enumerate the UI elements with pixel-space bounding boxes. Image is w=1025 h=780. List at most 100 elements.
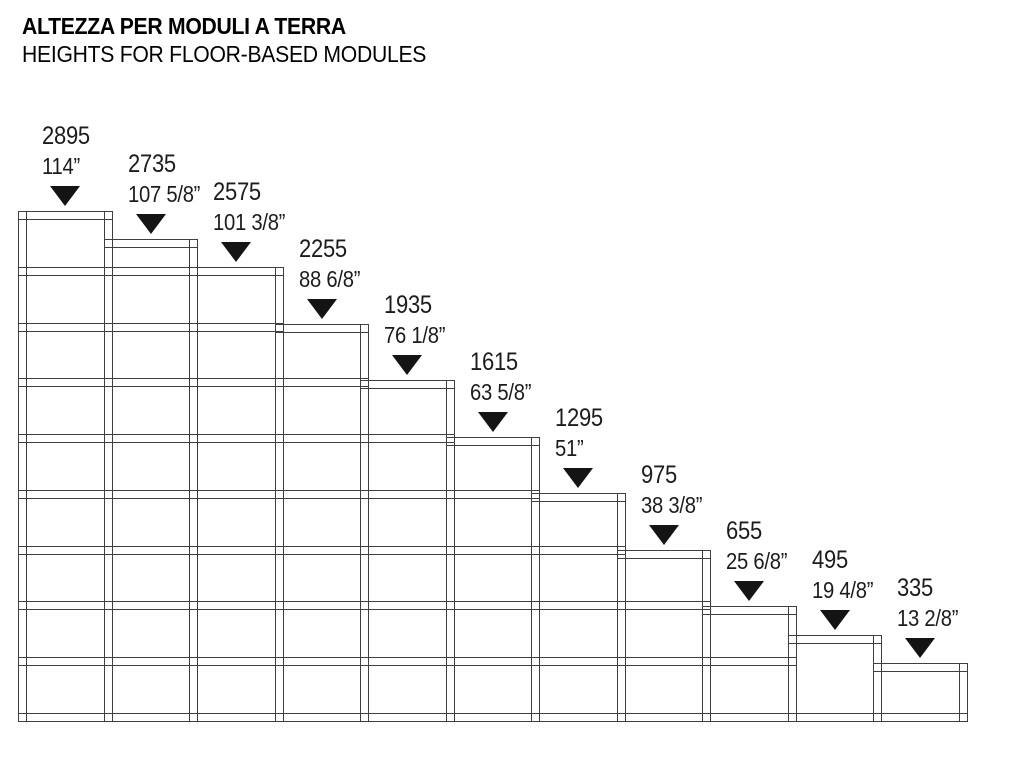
- module-shelf: [445, 545, 540, 555]
- module-shelf: [360, 434, 455, 444]
- module-shelf: [18, 322, 113, 332]
- module-height-mm-label: 1615: [469, 347, 518, 376]
- module-height-mm-label: 1295: [555, 404, 603, 433]
- module-shelf: [18, 489, 113, 499]
- module-shelf: [189, 545, 284, 555]
- module-top-bar: [189, 267, 284, 277]
- module-shelf: [616, 713, 711, 722]
- module-shelf: [103, 601, 198, 611]
- triangle-marker-icon: [221, 242, 252, 263]
- module-shelf: [360, 657, 455, 667]
- module-top-bar: [274, 323, 369, 333]
- triangle-marker-icon: [50, 186, 81, 206]
- module-side-rail: [445, 380, 455, 722]
- module-shelf: [531, 713, 626, 722]
- module-top-bar: [531, 493, 626, 503]
- module-height-inches-label: 88 6/8”: [298, 265, 360, 292]
- module-top-bar: [103, 239, 198, 249]
- module-shelf: [445, 489, 540, 499]
- module-shelf: [189, 434, 284, 444]
- module-side-rail: [18, 211, 27, 722]
- module-side-rail: [616, 493, 626, 722]
- module-shelf: [702, 657, 797, 667]
- module-side-rail: [531, 436, 540, 722]
- module-shelf: [189, 713, 284, 722]
- module-shelf: [445, 713, 540, 722]
- module-height-mm-label: 2255: [298, 234, 347, 263]
- module-height-inches-label: 19 4/8”: [811, 576, 873, 603]
- module-height-inches-label: 76 1/8”: [384, 322, 446, 349]
- module-height-mm-label: 335: [897, 573, 933, 602]
- triangle-marker-icon: [477, 411, 508, 432]
- module-height-mm-label: 975: [640, 460, 677, 489]
- module-shelf: [274, 378, 369, 388]
- module-height-mm-label: 655: [726, 517, 762, 546]
- module-shelf: [103, 434, 198, 444]
- module-height-mm-label: 2735: [127, 150, 176, 179]
- module-height-inches-label: 51”: [555, 435, 584, 462]
- module-shelf: [702, 713, 797, 722]
- module-height-inches-label: 107 5/8”: [127, 181, 200, 208]
- module-shelf: [531, 545, 626, 555]
- module-shelf: [18, 713, 113, 722]
- module-height-inches-label: 13 2/8”: [897, 604, 959, 631]
- module-shelf: [18, 601, 113, 611]
- triangle-marker-icon: [648, 524, 679, 545]
- module-top-bar: [616, 549, 711, 559]
- module-shelf: [103, 322, 198, 332]
- module-shelf: [616, 657, 711, 667]
- module-shelf: [103, 489, 198, 499]
- module-side-rail: [103, 211, 113, 722]
- module-height-inches-label: 25 6/8”: [726, 548, 788, 575]
- module-side-rail: [873, 634, 882, 722]
- module-top-bar: [873, 662, 968, 672]
- triangle-marker-icon: [306, 298, 337, 319]
- module-shelf: [18, 545, 113, 555]
- module-shelf: [360, 713, 455, 722]
- module-shelf: [189, 601, 284, 611]
- module-shelf: [360, 545, 455, 555]
- module-height-mm-label: 2575: [213, 178, 261, 207]
- module-shelf: [274, 713, 369, 722]
- module-side-rail: [702, 549, 711, 722]
- module-shelf: [274, 601, 369, 611]
- module-shelf: [274, 657, 369, 667]
- module-side-rail: [958, 662, 968, 722]
- module-shelf: [531, 601, 626, 611]
- triangle-marker-icon: [135, 214, 166, 235]
- module-top-bar: [702, 606, 797, 616]
- triangle-marker-icon: [392, 355, 423, 376]
- module-shelf: [445, 601, 540, 611]
- module-shelf: [103, 378, 198, 388]
- module-height-mm-label: 495: [811, 545, 848, 574]
- module-shelf: [189, 489, 284, 499]
- module-side-rail: [189, 239, 198, 722]
- module-side-rail: [360, 323, 369, 722]
- module-shelf: [531, 657, 626, 667]
- triangle-marker-icon: [734, 581, 765, 602]
- module-top-bar: [360, 380, 455, 390]
- module-shelf: [616, 601, 711, 611]
- module-shelf: [274, 434, 369, 444]
- title-italian: ALTEZZA PER MODULI A TERRA: [22, 13, 346, 39]
- module-shelf: [189, 657, 284, 667]
- module-side-rail: [274, 267, 284, 722]
- module-shelf: [18, 378, 113, 388]
- module-shelf: [103, 266, 198, 276]
- module-top-bar: [18, 211, 113, 220]
- module-height-mm-label: 2895: [42, 122, 90, 150]
- title-english: HEIGHTS FOR FLOOR-BASED MODULES: [22, 41, 427, 67]
- module-shelf: [103, 545, 198, 555]
- module-shelf: [445, 657, 540, 667]
- module-shelf: [873, 713, 968, 722]
- module-shelf: [189, 322, 284, 332]
- diagram-title: ALTEZZA PER MODULI A TERRA HEIGHTS FOR F…: [22, 12, 461, 68]
- module-shelf: [787, 713, 882, 722]
- module-shelf: [103, 713, 198, 722]
- triangle-marker-icon: [819, 609, 850, 630]
- module-shelf: [360, 489, 455, 499]
- module-height-inches-label: 101 3/8”: [213, 209, 286, 236]
- module-height-inches-label: 38 3/8”: [640, 491, 702, 518]
- module-shelf: [103, 657, 198, 667]
